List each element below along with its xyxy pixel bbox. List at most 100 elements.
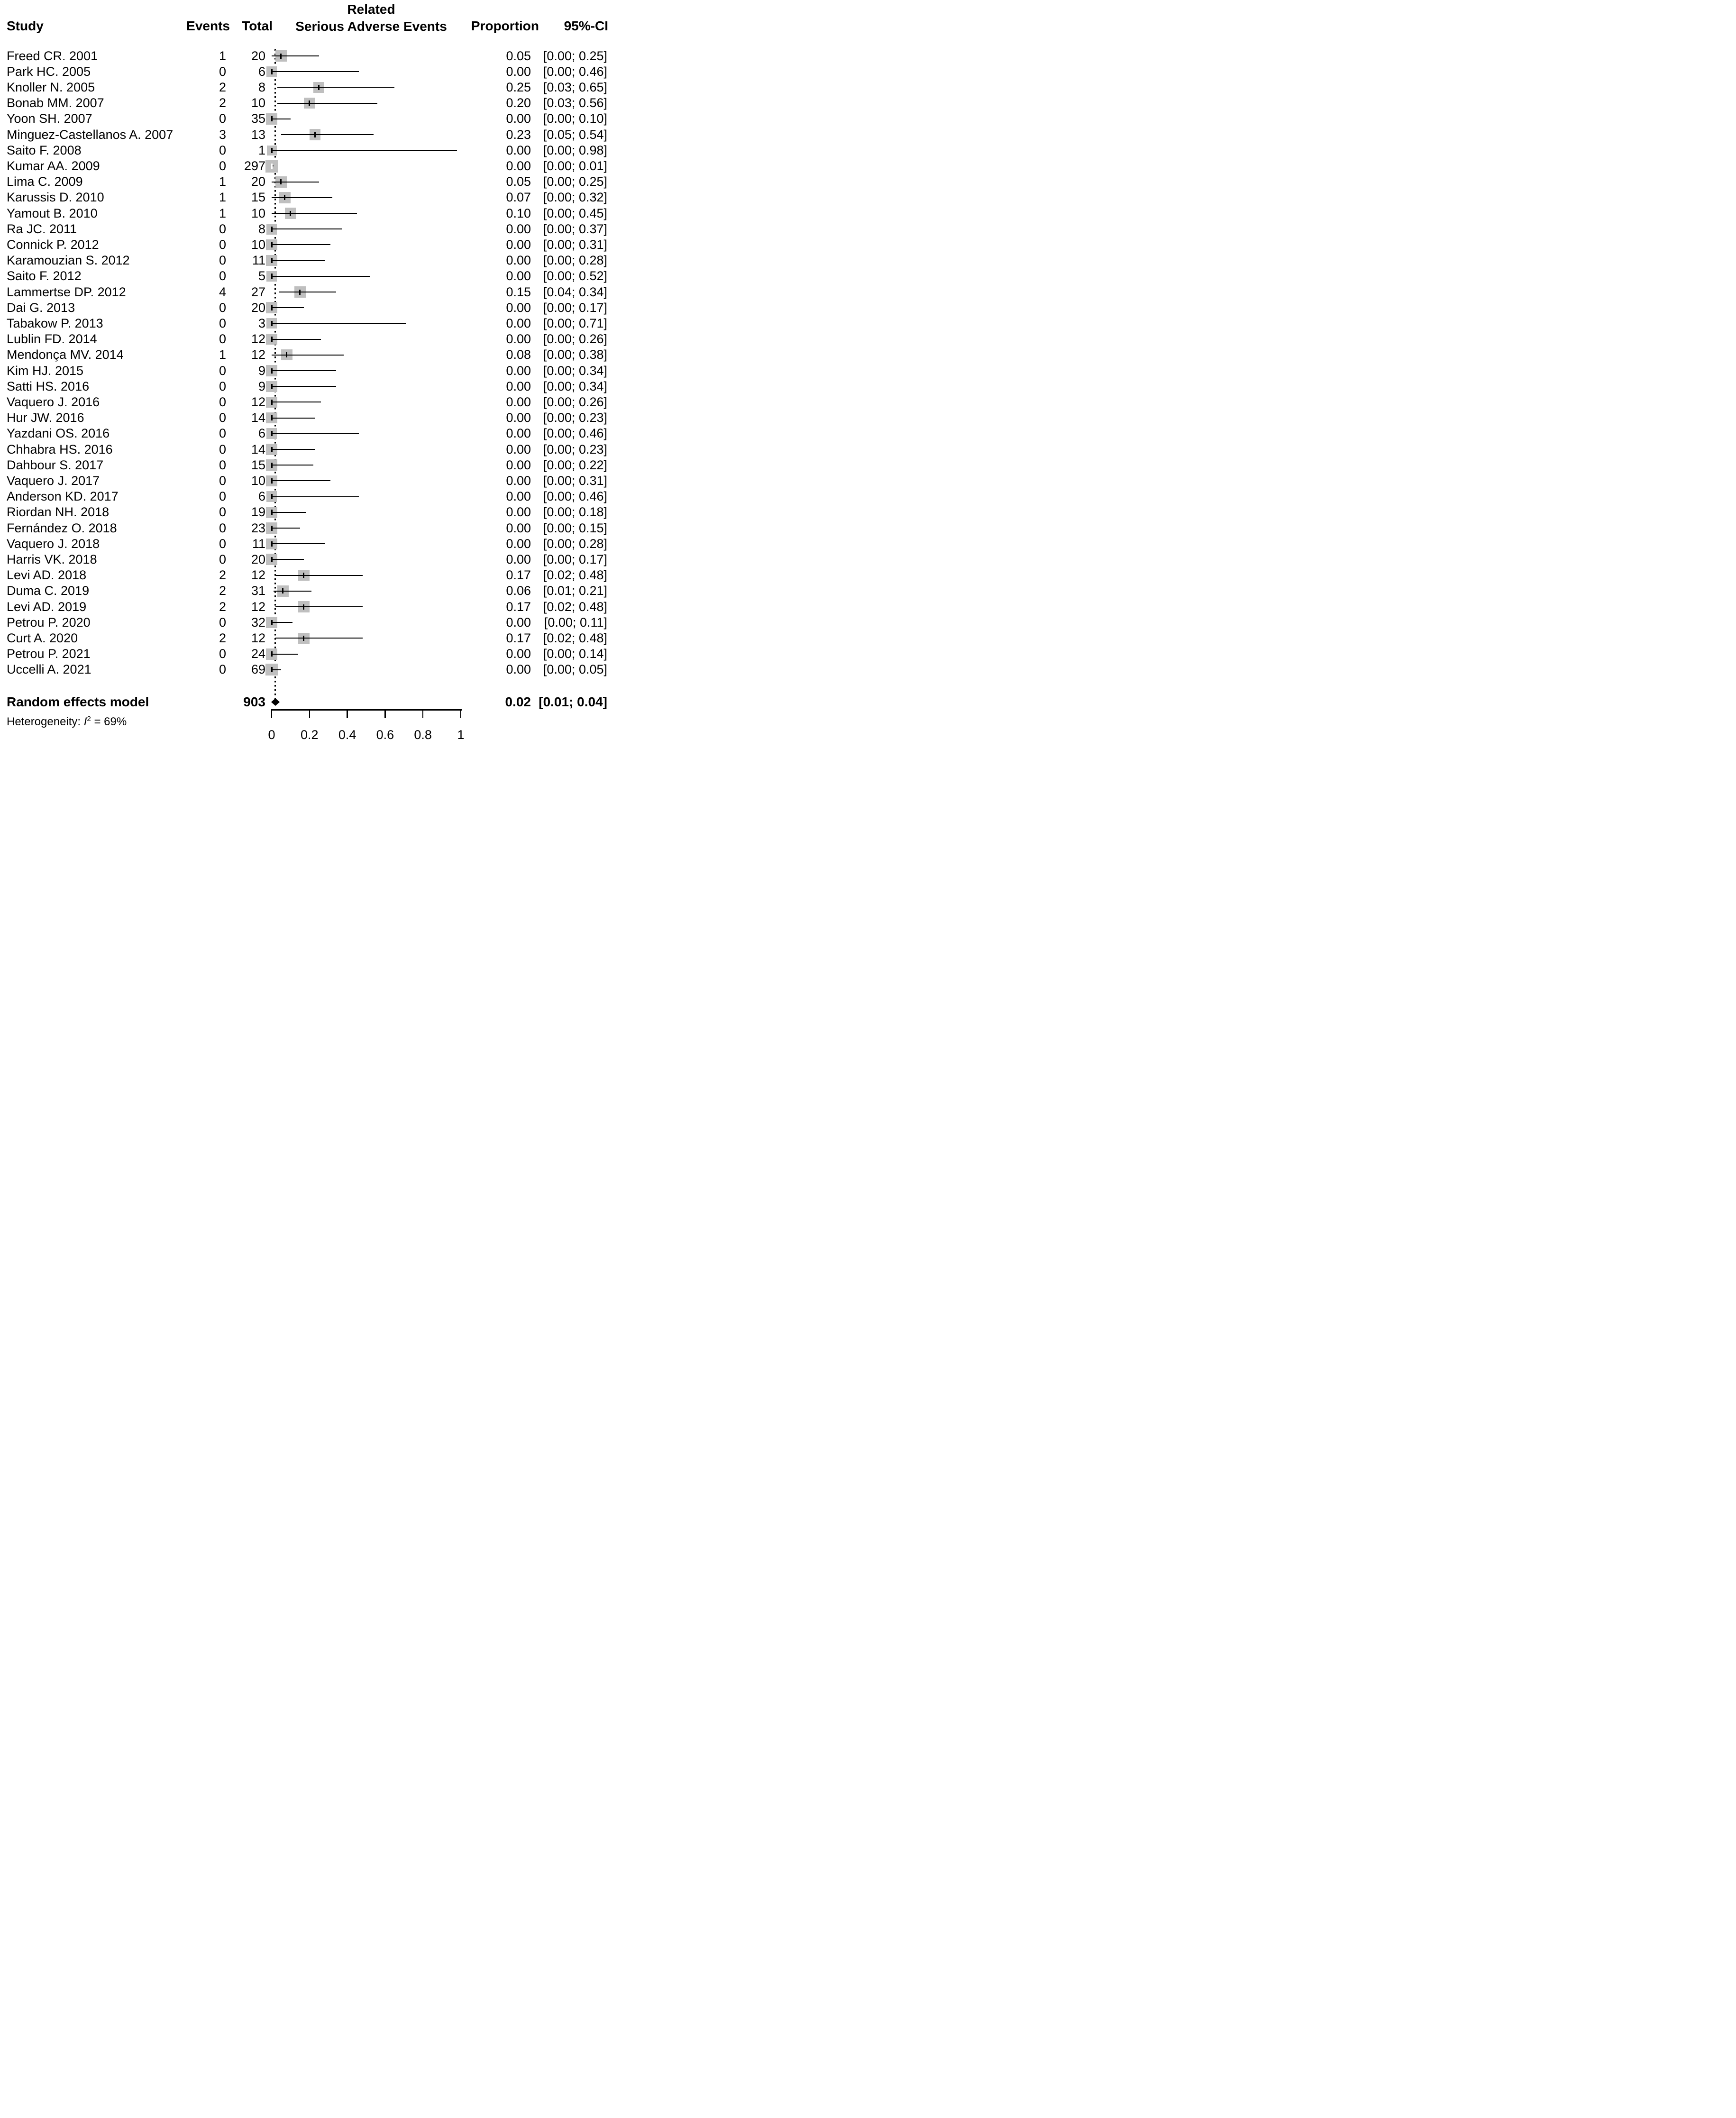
- study-label: Vaquero J. 2016: [7, 394, 100, 409]
- point-marker: [271, 69, 273, 74]
- study-row: Petrou P. 2021 0 24 0.00 [0.00; 0.14]: [0, 646, 611, 662]
- point-marker: [303, 573, 305, 578]
- events-value: 0: [219, 411, 226, 425]
- proportion-value: 0.00: [506, 489, 531, 504]
- ci-value: [0.00; 0.23]: [543, 411, 607, 425]
- ci-line: [272, 228, 342, 230]
- plot-outcome-header: Related Serious Adverse Events: [272, 1, 471, 35]
- study-label: Levi AD. 2019: [7, 599, 87, 614]
- proportion-value: 0.10: [506, 206, 531, 220]
- total-value: 15: [251, 190, 265, 205]
- total-value: 6: [258, 426, 265, 441]
- ci-value: [0.00; 0.26]: [543, 332, 607, 347]
- ci-line: [272, 386, 336, 387]
- point-marker: [318, 84, 320, 90]
- forest-plot: Related Serious Adverse Events Study Eve…: [0, 0, 611, 745]
- study-row: Hur JW. 2016 0 14 0.00 [0.00; 0.23]: [0, 410, 611, 426]
- point-marker: [314, 132, 316, 137]
- ci-value: [0.00; 0.32]: [543, 190, 607, 205]
- study-label: Levi AD. 2018: [7, 568, 87, 583]
- point-marker: [271, 116, 273, 122]
- study-row: Dahbour S. 2017 0 15 0.00 [0.00; 0.22]: [0, 457, 611, 473]
- study-label: Dahbour S. 2017: [7, 457, 104, 472]
- total-value: 6: [258, 489, 265, 504]
- heterogeneity-sup: 2: [87, 715, 91, 723]
- ci-line: [277, 87, 395, 88]
- total-value: 10: [251, 206, 265, 220]
- ci-line: [275, 606, 363, 607]
- proportion-value: 0.00: [506, 158, 531, 173]
- events-value: 0: [219, 473, 226, 488]
- proportion-value: 0.00: [506, 552, 531, 566]
- study-label: Park HC. 2005: [7, 64, 91, 79]
- proportion-value: 0.00: [506, 505, 531, 520]
- events-value: 3: [219, 127, 226, 142]
- ci-value: [0.00; 0.18]: [543, 505, 607, 520]
- study-label: Petrou P. 2021: [7, 647, 91, 661]
- study-label: Connick P. 2012: [7, 237, 99, 252]
- proportion-value: 0.00: [506, 237, 531, 252]
- proportion-value: 0.00: [506, 269, 531, 283]
- study-label: Lima C. 2009: [7, 174, 83, 189]
- total-value: 12: [251, 394, 265, 409]
- ci-line: [272, 653, 298, 655]
- ci-value: [0.00; 0.10]: [543, 111, 607, 126]
- events-value: 1: [219, 48, 226, 63]
- study-label: Chhabra HS. 2016: [7, 442, 113, 456]
- ci-value: [0.05; 0.54]: [543, 127, 607, 142]
- study-row: Yazdani OS. 2016 0 6 0.00 [0.00; 0.46]: [0, 426, 611, 441]
- point-marker: [271, 462, 273, 468]
- study-label: Saito F. 2008: [7, 143, 82, 157]
- point-marker: [284, 195, 286, 201]
- study-label: Saito F. 2012: [7, 269, 82, 283]
- ci-line: [272, 55, 319, 56]
- ci-line: [272, 260, 325, 261]
- study-row: Yoon SH. 2007 0 35 0.00 [0.00; 0.10]: [0, 111, 611, 127]
- x-axis-tick: [347, 709, 348, 718]
- total-value: 14: [251, 411, 265, 425]
- heterogeneity-prefix: Heterogeneity:: [7, 715, 84, 728]
- ci-value: [0.00; 0.34]: [543, 363, 607, 378]
- ci-value: [0.02; 0.48]: [543, 630, 607, 645]
- proportion-value: 0.00: [506, 221, 531, 236]
- ci-value: [0.01; 0.21]: [543, 584, 607, 598]
- study-row: Tabakow P. 2013 0 3 0.00 [0.00; 0.71]: [0, 316, 611, 331]
- total-value: 20: [251, 174, 265, 189]
- proportion-value: 0.05: [506, 48, 531, 63]
- point-marker: [271, 620, 273, 625]
- point-marker: [271, 494, 273, 500]
- events-value: 0: [219, 615, 226, 630]
- point-marker: [271, 147, 273, 153]
- events-value: 0: [219, 647, 226, 661]
- ci-line: [272, 323, 406, 324]
- column-header-events: Events: [186, 18, 230, 33]
- total-value: 27: [251, 284, 265, 299]
- study-row: Karamouzian S. 2012 0 11 0.00 [0.00; 0.28]: [0, 253, 611, 268]
- column-header-study: Study: [7, 18, 44, 33]
- proportion-value: 0.00: [506, 332, 531, 347]
- summary-ci: [0.01; 0.04]: [539, 694, 607, 709]
- events-value: 0: [219, 269, 226, 283]
- proportion-value: 0.00: [506, 143, 531, 157]
- point-marker: [271, 525, 273, 531]
- proportion-value: 0.15: [506, 284, 531, 299]
- study-row: Karussis D. 2010 1 15 0.07 [0.00; 0.32]: [0, 190, 611, 205]
- x-axis-tick: [271, 709, 273, 718]
- proportion-value: 0.00: [506, 379, 531, 393]
- events-value: 0: [219, 536, 226, 551]
- study-row: Saito F. 2012 0 5 0.00 [0.00; 0.52]: [0, 268, 611, 284]
- study-row: Minguez-Castellanos A. 2007 3 13 0.23 [0.05;…: [0, 127, 611, 143]
- point-marker: [271, 337, 273, 342]
- point-marker: [271, 510, 273, 515]
- total-value: 20: [251, 552, 265, 566]
- study-row: Anderson KD. 2017 0 6 0.00 [0.00; 0.46]: [0, 489, 611, 504]
- proportion-value: 0.00: [506, 363, 531, 378]
- ci-value: [0.02; 0.48]: [543, 599, 607, 614]
- events-value: 0: [219, 379, 226, 393]
- proportion-value: 0.00: [506, 662, 531, 677]
- study-row: Vaquero J. 2018 0 11 0.00 [0.00; 0.28]: [0, 536, 611, 552]
- study-label: Knoller N. 2005: [7, 80, 95, 94]
- proportion-value: 0.17: [506, 599, 531, 614]
- events-value: 0: [219, 300, 226, 315]
- proportion-value: 0.20: [506, 96, 531, 110]
